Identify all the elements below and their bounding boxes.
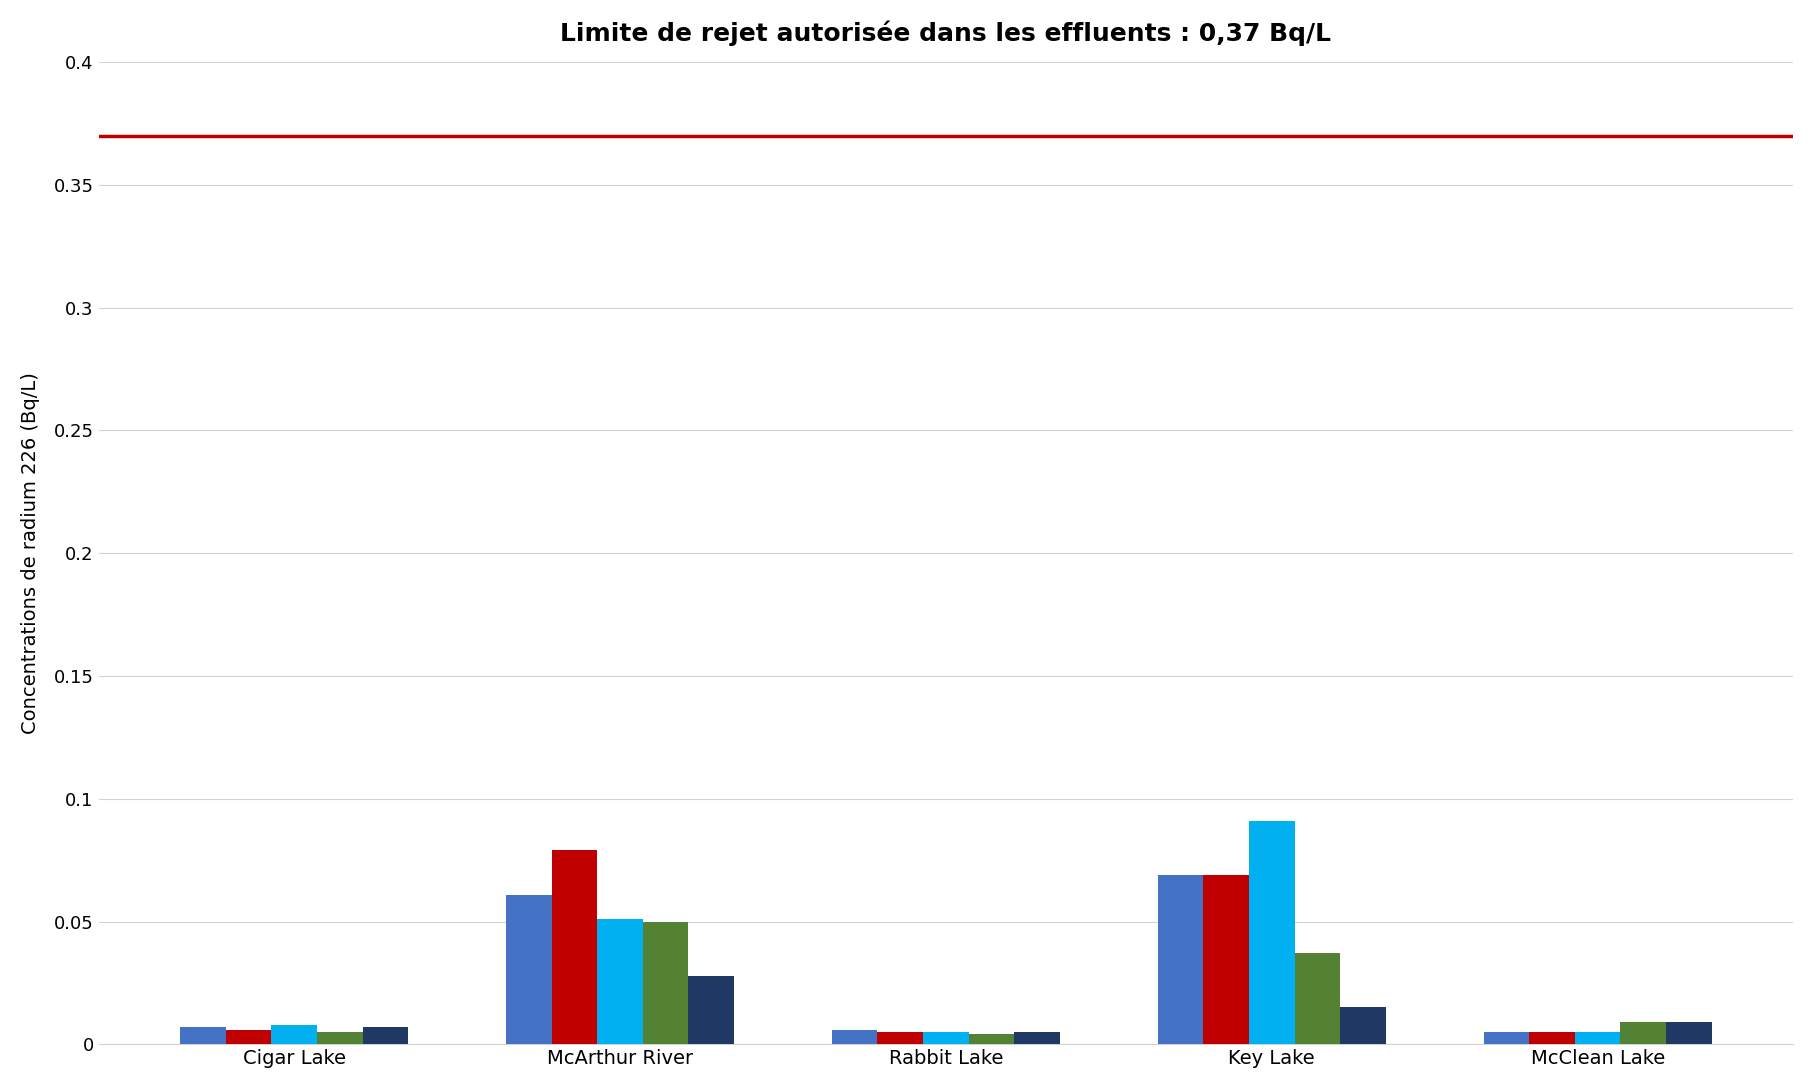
Bar [272,1025,317,1044]
Bar [1250,821,1295,1044]
Bar [1620,1023,1665,1044]
Bar [1484,1032,1529,1044]
Y-axis label: Concentrations de radium 226 (Bq/L): Concentrations de radium 226 (Bq/L) [20,372,40,734]
Bar [642,921,689,1044]
Bar [1665,1023,1712,1044]
Bar [506,894,551,1044]
Bar [1341,1007,1386,1044]
Bar [833,1029,878,1044]
Bar [1014,1032,1059,1044]
Bar [1529,1032,1575,1044]
Bar [878,1032,923,1044]
Bar [317,1032,363,1044]
Bar [1203,874,1250,1044]
Bar [969,1035,1014,1044]
Bar [225,1029,272,1044]
Bar [180,1027,225,1044]
Bar [1575,1032,1620,1044]
Title: Limite de rejet autorisée dans les effluents : 0,37 Bq/L: Limite de rejet autorisée dans les efflu… [561,21,1331,47]
Bar [1295,954,1341,1044]
Bar [923,1032,969,1044]
Bar [551,851,597,1044]
Bar [1157,874,1203,1044]
Bar [363,1027,408,1044]
Bar [597,919,642,1044]
Bar [689,976,735,1044]
